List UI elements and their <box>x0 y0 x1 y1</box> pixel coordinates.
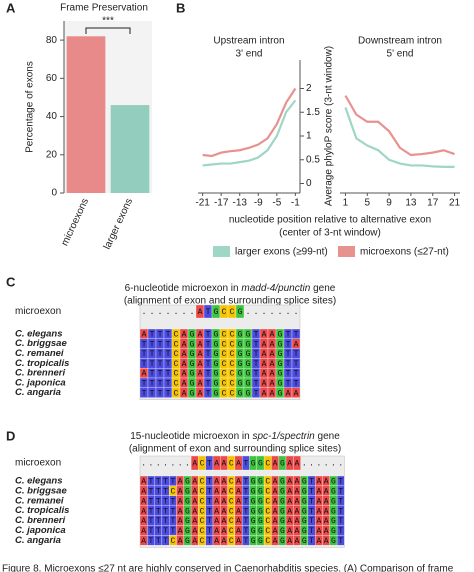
x-tick-label: 13 <box>405 198 417 209</box>
panel-label: B <box>176 0 185 15</box>
title-part: 6-nucleotide microexon in <box>125 283 242 294</box>
alignment-title: 6-nucleotide microexon in madd-4/punctin… <box>125 283 336 294</box>
base-cell <box>293 455 301 471</box>
y-tick-label: 80 <box>46 35 58 46</box>
x-tick-label: 1 <box>343 198 349 209</box>
series-line <box>344 107 455 168</box>
y-tick-label: 20 <box>46 149 58 160</box>
x-tick-label: 5 <box>364 198 370 209</box>
series-line <box>344 95 455 157</box>
y-axis-label: Average phyloP score (3-nt window) <box>324 46 335 206</box>
species-label: C. tropicalis <box>15 358 69 369</box>
caption: Figure 8. Microexons ≤27 nt are highly c… <box>2 564 454 572</box>
alignment-title: 15-nucleotide microexon in spc-1/spectri… <box>130 431 340 442</box>
x-tick-label: -21 <box>195 198 210 209</box>
species-label: C. brenneri <box>15 515 66 526</box>
x-tick-label: -9 <box>254 198 263 209</box>
microexon-label: microexon <box>15 306 61 317</box>
x-tick-label: larger exons <box>102 197 135 252</box>
base-cell <box>291 387 301 398</box>
title-part: madd-4/punctin <box>241 283 310 294</box>
alignment-subtitle: (alignment of exon and surrounding splic… <box>124 296 336 307</box>
title-part: gene <box>310 283 335 294</box>
y-tick-label: 0 <box>51 188 57 199</box>
title-part: spc-1/spectrin <box>253 431 316 442</box>
panel-label: C <box>6 274 16 289</box>
x-tick-label: -17 <box>214 198 229 209</box>
x-tick-label: 21 <box>449 198 461 209</box>
legend-swatch <box>213 246 230 257</box>
species-label: C. elegans <box>15 328 63 339</box>
x-tick-label: 9 <box>386 198 392 209</box>
legend-label: larger exons (≥99-nt) <box>235 247 328 258</box>
series-line <box>202 99 297 167</box>
base-cell <box>235 304 245 319</box>
y-tick-label: 0 <box>306 178 312 189</box>
significance-label: *** <box>102 16 114 27</box>
y-tick-label: 1.5 <box>306 107 320 118</box>
y-tick-label: 2 <box>306 83 312 94</box>
significance-bracket <box>85 27 131 34</box>
species-label: C. angaria <box>15 387 61 398</box>
legend-label: microexons (≤27-nt) <box>360 247 449 258</box>
bar <box>66 36 106 194</box>
panel-subtitle: 5' end <box>387 49 414 60</box>
panel-subtitle: 3' end <box>236 49 263 60</box>
bar <box>110 105 150 193</box>
species-label: C. japonica <box>15 377 66 388</box>
y-axis-label: Percentage of exons <box>25 61 36 153</box>
title-part: 15-nucleotide microexon in <box>130 431 252 442</box>
microexon-label: microexon <box>15 458 61 469</box>
x-tick-label: -1 <box>291 198 300 209</box>
panel-label: A <box>6 0 16 15</box>
x-axis-label: nucleotide position relative to alternat… <box>229 215 431 226</box>
species-label: C. elegans <box>15 475 63 486</box>
x-tick-label: 17 <box>427 198 439 209</box>
species-label: C. japonica <box>15 525 66 536</box>
panel-title: Downstream intron <box>358 36 442 47</box>
species-label: C. remanei <box>15 495 64 506</box>
legend-swatch <box>338 246 355 257</box>
y-tick-label: 40 <box>46 111 58 122</box>
species-label: C. remanei <box>15 348 64 359</box>
species-label: C. angaria <box>15 535 61 546</box>
y-tick-label: 60 <box>46 73 58 84</box>
series-line <box>202 87 297 158</box>
x-tick-label: microexons <box>60 197 92 248</box>
x-axis-label: (center of 3-nt window) <box>279 228 381 239</box>
x-tick-label: -5 <box>272 198 281 209</box>
species-label: C. briggsae <box>15 338 67 349</box>
species-label: C. brenneri <box>15 368 66 379</box>
y-tick-label: 0.5 <box>306 154 320 165</box>
species-label: C. briggsae <box>15 485 67 496</box>
x-tick-label: -13 <box>233 198 248 209</box>
title-part: gene <box>315 431 340 442</box>
species-label: C. tropicalis <box>15 505 69 516</box>
alignment-subtitle: (alignment of exon and surrounding splic… <box>129 444 341 455</box>
panel-title: Upstream intron <box>213 36 284 47</box>
panel-label: D <box>6 428 15 443</box>
chart-title: Frame Preservation <box>60 3 148 14</box>
y-tick-label: 1 <box>306 131 312 142</box>
base-cell <box>336 535 345 546</box>
